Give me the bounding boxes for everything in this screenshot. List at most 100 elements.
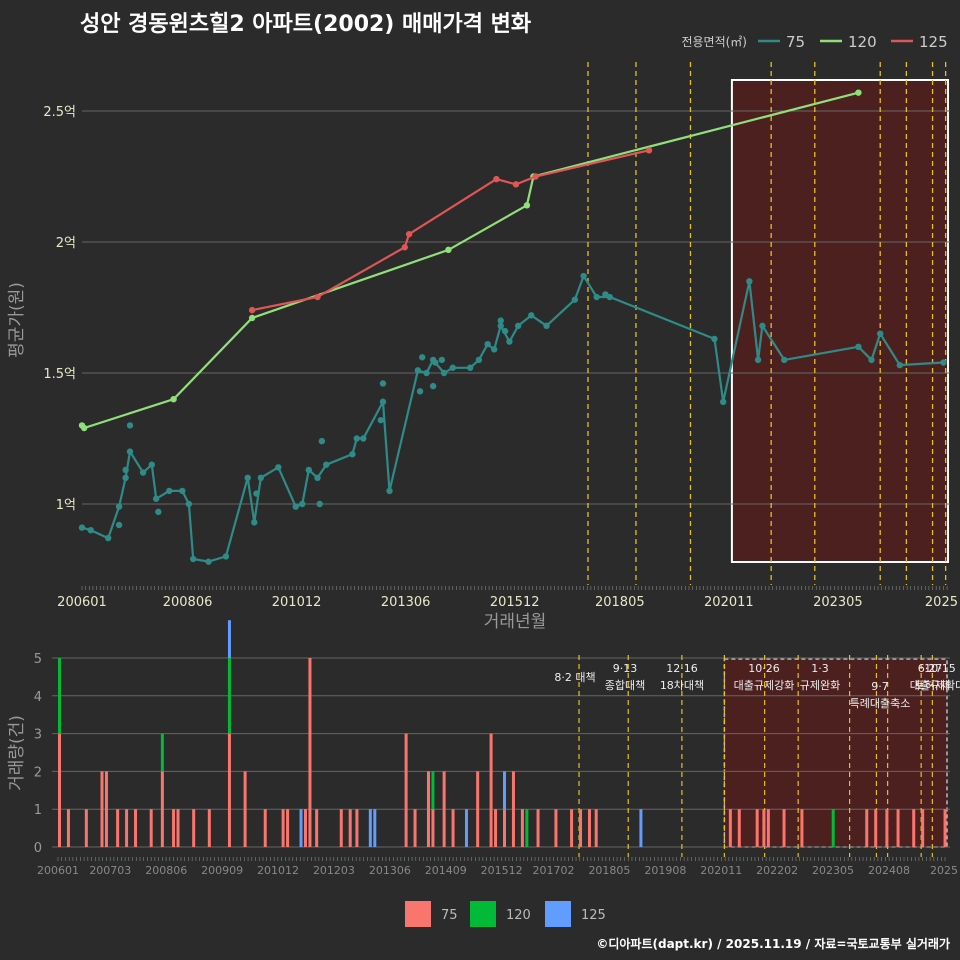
- data-point-75: [126, 448, 134, 455]
- series-line-75: [81, 273, 944, 563]
- data-point-75: [571, 296, 579, 303]
- x-axis-label: 거래년월: [484, 612, 547, 632]
- bar-75: [755, 809, 759, 847]
- data-point-75: [719, 398, 727, 406]
- y-tick-label: 2.5억: [43, 105, 76, 120]
- bar-75: [84, 809, 88, 847]
- x-tick-label: 202202: [756, 864, 798, 877]
- policy-label: 1·3: [811, 662, 829, 675]
- data-point-75: [432, 359, 439, 366]
- policy-label: 10·15: [924, 662, 956, 675]
- data-point-75: [416, 388, 424, 395]
- data-point-120: [170, 396, 177, 403]
- data-point-75: [166, 487, 173, 495]
- data-point-75: [711, 335, 718, 343]
- bar-75: [286, 809, 290, 847]
- bar-75: [431, 809, 435, 847]
- data-point-75: [497, 317, 504, 324]
- policy-label: 9·7: [871, 680, 889, 693]
- data-point-75: [323, 461, 330, 468]
- x-tick-label: 200806: [163, 595, 213, 610]
- data-point-75: [360, 435, 367, 442]
- x-tick-label: 201512: [481, 864, 523, 877]
- bar-75: [451, 809, 455, 847]
- data-point-75: [386, 487, 393, 495]
- bar-75: [737, 809, 741, 847]
- bar-75: [579, 809, 583, 847]
- x-tick-label: 201805: [595, 595, 645, 610]
- data-point-75: [440, 369, 448, 377]
- x-tick-label: 201203: [313, 864, 355, 877]
- data-point-75: [449, 364, 456, 371]
- bar-125: [368, 809, 372, 847]
- bar-120: [227, 658, 231, 734]
- x-tick-label: 201702: [533, 864, 575, 877]
- bar-75: [404, 733, 408, 847]
- data-point-75: [438, 356, 446, 364]
- data-point-75: [185, 500, 193, 508]
- data-point-75: [115, 521, 123, 529]
- x-tick-label: 201805: [588, 864, 630, 877]
- bar-120: [160, 733, 164, 772]
- y-tick-label: 1.5억: [43, 367, 76, 382]
- bar-75: [587, 809, 591, 847]
- bar-75: [554, 809, 558, 847]
- bar-75: [348, 809, 352, 847]
- bar-75: [66, 809, 70, 847]
- legend-label: 120: [506, 908, 531, 923]
- data-point-125: [493, 175, 500, 183]
- data-point-75: [78, 524, 86, 531]
- bar-75: [494, 809, 498, 847]
- data-point-75: [475, 356, 483, 364]
- page-title: 성안 경동윈츠힐2 아파트(2002) 매매가격 변화: [80, 12, 532, 37]
- x-tick-label: 202011: [700, 864, 742, 877]
- x-tick-label: 200806: [145, 864, 187, 877]
- data-point-125: [401, 244, 408, 251]
- data-point-75: [299, 500, 306, 508]
- y-axis-label: 평균가(원): [7, 282, 27, 358]
- bar-75: [100, 771, 104, 847]
- x-tick-label: 201306: [381, 595, 431, 610]
- data-point-75: [429, 382, 437, 390]
- policy-label: 10·26: [748, 662, 780, 675]
- data-point-75: [148, 461, 155, 468]
- bar-75: [728, 809, 732, 847]
- legend-label: 120: [848, 33, 877, 51]
- data-point-75: [305, 466, 313, 474]
- data-point-75: [155, 508, 162, 516]
- data-point-75: [940, 359, 947, 366]
- data-point-75: [379, 380, 387, 387]
- data-point-125: [405, 230, 413, 238]
- legend-title: 전용면적(㎡): [681, 35, 747, 49]
- data-point-75: [759, 322, 766, 330]
- bar-75: [207, 809, 211, 847]
- data-point-75: [87, 527, 94, 534]
- x-tick-label: 202305: [813, 595, 863, 610]
- data-point-75: [126, 422, 134, 429]
- bar-75: [134, 809, 138, 847]
- data-point-75: [104, 534, 112, 542]
- bar-75: [315, 809, 319, 847]
- bar-75: [885, 809, 889, 847]
- bar-75: [160, 771, 164, 847]
- bar-75: [58, 733, 61, 847]
- legend-label: 125: [581, 908, 606, 923]
- x-tick-label: 201306: [369, 864, 411, 877]
- x-tick-label: 201012: [272, 595, 322, 610]
- bar-75: [413, 809, 417, 847]
- bar-75: [570, 809, 574, 847]
- y-axis-label: 거래량(건): [7, 715, 27, 791]
- bar-75: [511, 771, 515, 847]
- data-point-75: [349, 451, 356, 458]
- legend-swatch-125: [545, 901, 571, 927]
- data-point-75: [251, 519, 258, 526]
- bar-75: [442, 771, 446, 847]
- data-point-75: [190, 555, 197, 563]
- data-point-120: [248, 314, 256, 322]
- x-tick-label: 202408: [868, 864, 910, 877]
- y-tick-label: 5: [34, 652, 42, 667]
- bar-125: [373, 809, 377, 847]
- data-point-75: [497, 322, 504, 330]
- data-point-75: [602, 291, 609, 298]
